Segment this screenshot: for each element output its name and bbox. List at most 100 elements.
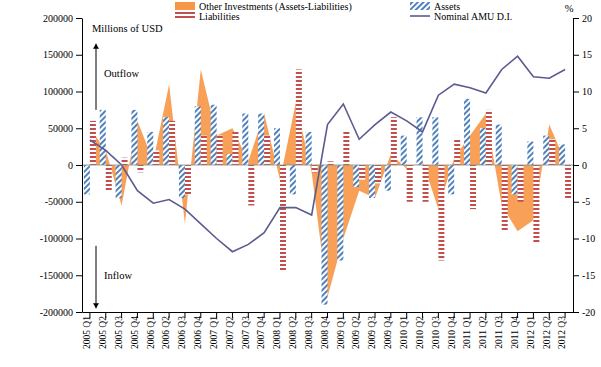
- bar: [486, 110, 492, 165]
- tick-label: 50000: [48, 123, 73, 134]
- tick-label: 2012 Q3: [557, 316, 567, 349]
- bar: [106, 165, 112, 191]
- tick-mark: [76, 202, 82, 203]
- tick-mark: [573, 239, 579, 240]
- tick: 2010 Q4: [446, 312, 456, 349]
- tick-label: 5: [582, 123, 587, 134]
- tick-label: 2007 Q3: [241, 316, 251, 349]
- arrow: [96, 44, 97, 110]
- tick-label: -150000: [40, 270, 73, 281]
- tick-mark: [573, 18, 579, 19]
- bar: [248, 165, 254, 205]
- tick: -15: [573, 270, 595, 281]
- y2-axis-title: %: [565, 3, 574, 14]
- legend: Other Investments (Assets-Liabilities)As…: [175, 1, 512, 22]
- tick-label: 2010 Q2: [415, 316, 425, 349]
- bar: [438, 165, 444, 261]
- bar: [312, 165, 318, 172]
- tick: 50000: [48, 123, 82, 134]
- tick: 150000: [43, 49, 82, 60]
- tick: 2006 Q4: [193, 312, 203, 349]
- tick: 2012 Q3: [557, 312, 567, 349]
- tick: 2012 Q1: [526, 312, 536, 349]
- tick: 2007 Q2: [225, 312, 235, 349]
- tick: 2006 Q1: [146, 312, 156, 349]
- bar: [122, 158, 128, 165]
- bar: [306, 132, 312, 165]
- tick: 2007 Q1: [209, 312, 219, 349]
- tick: 2011 Q2: [478, 312, 488, 349]
- tick: 0: [573, 160, 587, 171]
- tick-mark: [573, 128, 579, 129]
- tick: 2007 Q3: [241, 312, 251, 349]
- legend-item: Nominal AMU D.I.: [410, 11, 512, 22]
- bar: [432, 117, 438, 165]
- tick-label: 2012 Q2: [542, 316, 552, 349]
- tick: 2005 Q2: [98, 312, 108, 349]
- tick-label: 2011 Q2: [478, 316, 488, 349]
- tick-mark: [76, 55, 82, 56]
- tick: -5: [573, 196, 590, 207]
- tick-label: 2005 Q1: [82, 316, 92, 349]
- bar: [337, 165, 343, 261]
- tick: 2010 Q2: [415, 312, 425, 349]
- tick-label: 10: [582, 86, 592, 97]
- bar: [480, 128, 486, 165]
- bar: [518, 165, 524, 202]
- tick-label: 200000: [43, 13, 73, 24]
- tick-label: 2006 Q2: [161, 316, 171, 349]
- bar: [423, 165, 429, 202]
- bar: [290, 165, 296, 194]
- tick: 2005 Q3: [114, 312, 124, 349]
- bar: [100, 110, 106, 165]
- bar: [131, 110, 137, 165]
- tick: -200000: [40, 307, 82, 318]
- bar: [328, 161, 334, 165]
- tick: 2006 Q2: [161, 312, 171, 349]
- tick-label: 2012 Q1: [526, 316, 536, 349]
- tick-label: 2008 Q3: [304, 316, 314, 349]
- annotation: Inflow: [104, 270, 132, 281]
- tick: 100000: [43, 86, 82, 97]
- tick-label: 0: [68, 160, 73, 171]
- tick-mark: [573, 275, 579, 276]
- tick-mark: [76, 165, 82, 166]
- bar: [512, 165, 518, 194]
- tick-mark: [76, 128, 82, 129]
- tick: 15: [573, 49, 592, 60]
- bar: [195, 106, 201, 165]
- bar: [496, 125, 502, 165]
- tick-label: 0: [582, 160, 587, 171]
- bar: [258, 114, 264, 165]
- tick-label: 150000: [43, 49, 73, 60]
- tick-label: 2007 Q1: [209, 316, 219, 349]
- legend-swatch: [175, 12, 195, 20]
- bar: [385, 165, 391, 191]
- tick: 2011 Q4: [510, 312, 520, 349]
- line-series: [90, 56, 565, 252]
- bar: [407, 165, 413, 202]
- tick-label: -15: [582, 270, 595, 281]
- tick-label: 15: [582, 49, 592, 60]
- tick-mark: [76, 312, 82, 313]
- bar: [359, 165, 365, 180]
- bar: [232, 132, 238, 165]
- bar: [470, 165, 476, 209]
- tick-mark: [76, 275, 82, 276]
- tick-label: 2009 Q1: [336, 316, 346, 349]
- tick: 2006 Q3: [177, 312, 187, 349]
- chart: -200000-150000-100000-500000500001000001…: [0, 0, 601, 367]
- legend-label: Nominal AMU D.I.: [434, 11, 512, 22]
- tick: 2008 Q3: [304, 312, 314, 349]
- tick-label: -5: [582, 196, 590, 207]
- bar: [84, 165, 90, 194]
- tick: 5: [573, 123, 587, 134]
- bar: [353, 165, 359, 187]
- bar: [116, 165, 122, 198]
- tick-mark: [76, 18, 82, 19]
- arrow-head: [93, 303, 99, 308]
- bar: [502, 165, 508, 231]
- y-axis-title: Millions of USD: [92, 23, 163, 34]
- tick: 2012 Q2: [542, 312, 552, 349]
- bar: [280, 165, 286, 272]
